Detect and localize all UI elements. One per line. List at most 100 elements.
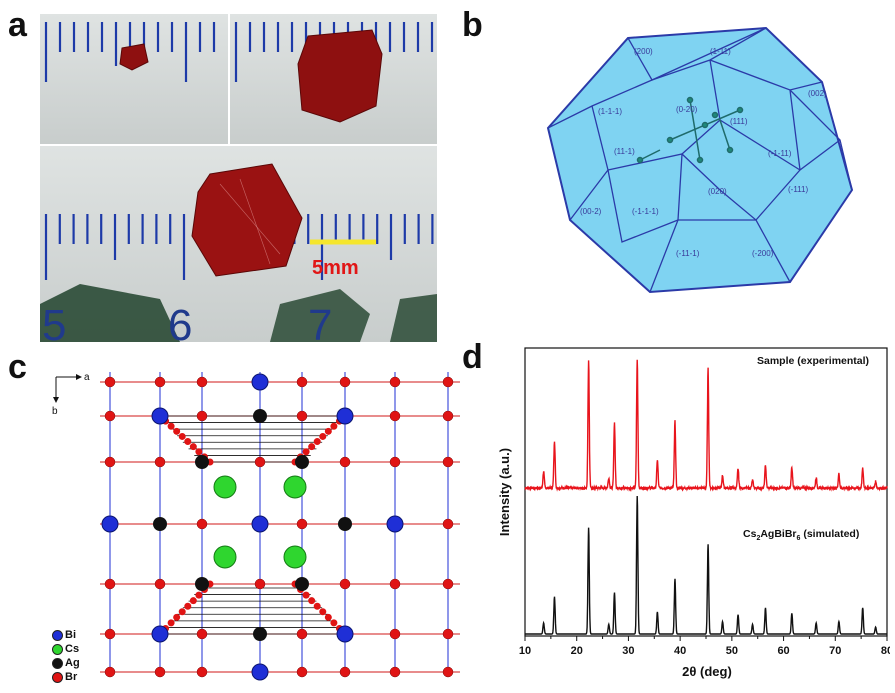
atom-br — [296, 410, 308, 422]
facet-label: (11-1) — [614, 147, 635, 156]
atom-br — [389, 456, 401, 468]
atom-ag — [338, 517, 352, 531]
x-tick-label: 10 — [519, 645, 531, 657]
legend-swatch-br — [52, 671, 63, 683]
legend-swatch-ag — [52, 657, 63, 669]
atom-br — [184, 438, 192, 446]
atom-br — [389, 376, 401, 388]
facet-label: (002) — [808, 89, 827, 98]
x-tick-label: 50 — [726, 645, 738, 657]
atom-bi — [336, 407, 354, 425]
atom-br — [442, 628, 454, 640]
atom-br — [167, 619, 175, 627]
atom-br — [104, 578, 116, 590]
atom-bi — [386, 515, 404, 533]
legend-swatch-bi — [52, 629, 63, 641]
small-crystal — [119, 43, 149, 71]
legend-label-bi: Bi — [65, 629, 76, 641]
atom-br — [339, 666, 351, 678]
atom-br — [302, 591, 310, 599]
atom-br — [389, 628, 401, 640]
atom-bi — [151, 407, 169, 425]
facet-label: (1-11) — [710, 47, 731, 56]
atom-br — [389, 410, 401, 422]
atom-br — [442, 410, 454, 422]
atom-ag — [253, 409, 267, 423]
atom-br — [254, 578, 266, 590]
atom-bi — [251, 663, 269, 681]
atom-br — [104, 410, 116, 422]
atom-br — [196, 410, 208, 422]
x-tick-label: 80 — [881, 645, 890, 657]
atom-br — [313, 438, 321, 446]
y-axis-label: Intensity (a.u.) — [497, 448, 512, 536]
molecule-sketch — [636, 96, 744, 164]
x-tick-label: 30 — [622, 645, 634, 657]
atom-br — [189, 443, 197, 451]
atom-br — [195, 591, 203, 599]
atom-br — [330, 619, 338, 627]
scale-bar-label: 5mm — [312, 257, 359, 279]
xrd-chart: 10 20 30 40 50 60 70 80 Sample (experimental) C… — [485, 338, 893, 688]
facet-label: (111) — [730, 117, 748, 126]
atom-br — [104, 376, 116, 388]
atom-br — [104, 628, 116, 640]
x-tick-label: 70 — [829, 645, 841, 657]
facet-label: (1-1-1) — [598, 107, 622, 116]
atom-br — [196, 666, 208, 678]
atom-br — [173, 427, 181, 435]
axis-b-label: b — [52, 406, 58, 417]
atom-br — [184, 602, 192, 610]
atom-br — [195, 448, 203, 456]
atom-br — [302, 448, 310, 456]
ruler-number-5: 5 — [42, 301, 66, 342]
atom-br — [196, 628, 208, 640]
photo-small-crystal — [40, 14, 228, 144]
atom-ag — [195, 455, 209, 469]
crystal-structure-panel: a b — [40, 352, 480, 687]
x-tick-label: 60 — [777, 645, 789, 657]
facet-label: (200) — [634, 47, 653, 56]
atom-br — [319, 432, 327, 440]
facet-label: (-111) — [788, 185, 808, 194]
panel-label-d: d — [462, 338, 483, 376]
atom-br — [389, 666, 401, 678]
atom-br — [442, 578, 454, 590]
atom-br — [167, 422, 175, 430]
atom-br — [296, 376, 308, 388]
ruler-number-7: 7 — [308, 301, 332, 342]
series-label-simulated: Cs2AgBiBr6 (simulated) — [743, 528, 859, 542]
series-simulated-line — [525, 495, 887, 635]
atom-br — [389, 578, 401, 590]
atom-br — [178, 432, 186, 440]
atom-bi — [151, 625, 169, 643]
atom-br — [324, 427, 332, 435]
atom-br — [296, 518, 308, 530]
atom-br — [178, 608, 186, 616]
atom-br — [324, 613, 332, 621]
atom-ag — [295, 577, 309, 591]
medium-crystal — [297, 29, 383, 123]
atom-br — [104, 666, 116, 678]
facet-label: (0-20) — [676, 105, 698, 114]
atom-br — [154, 578, 166, 590]
series-label-experimental: Sample (experimental) — [757, 355, 869, 367]
facet-label: (-200) — [752, 249, 774, 258]
atom-br — [308, 597, 316, 605]
atom-br — [319, 608, 327, 616]
atom-br — [313, 602, 321, 610]
atom-bi — [101, 515, 119, 533]
facet-label: (020) — [708, 187, 727, 196]
crystal-photo-panel: 5 6 7 5mm — [40, 14, 437, 342]
atom-br — [296, 628, 308, 640]
plot-frame — [524, 347, 888, 637]
atom-br — [330, 422, 338, 430]
legend-label-cs: Cs — [65, 643, 80, 655]
panel-label-b: b — [462, 6, 483, 44]
atom-br — [254, 456, 266, 468]
panel-label-a: a — [8, 6, 27, 44]
panel-label-c: c — [8, 348, 27, 386]
atom-bi — [336, 625, 354, 643]
legend-swatch-cs — [52, 643, 63, 655]
atom-br — [154, 376, 166, 388]
